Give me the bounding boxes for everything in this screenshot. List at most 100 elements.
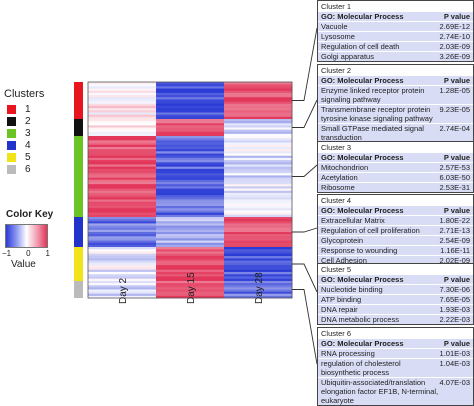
go-pvalue: 1.16E-11: [440, 246, 470, 255]
heatmap-cell: [88, 153, 157, 157]
legend-item-5: 5: [7, 152, 31, 163]
go-term: Response to wounding: [321, 246, 398, 255]
heatmap-cell: [88, 229, 157, 233]
heatmap-cell: [88, 214, 157, 218]
heatmap-cell: [156, 242, 225, 246]
heatmap-cell: [224, 281, 293, 284]
heatmap-cell: [156, 190, 225, 194]
heatmap-cell: [224, 153, 293, 157]
heatmap-cell: [224, 219, 293, 222]
go-header-term: GO: Molecular Process: [321, 153, 404, 162]
heatmap-cell: [224, 119, 293, 122]
heatmap-cell: [88, 253, 157, 257]
heatmap-cell: [156, 86, 225, 89]
heatmap-cell: [156, 114, 225, 118]
heatmap-cell: [224, 212, 293, 216]
legend-swatch: [7, 128, 16, 138]
heatmap-cell: [156, 197, 225, 200]
color-key-title: Color Key: [6, 209, 54, 220]
heatmap-cell: [88, 114, 157, 118]
heatmap-cell: [88, 258, 157, 261]
go-header-pvalue: P value: [443, 206, 470, 215]
heatmap-cell: [224, 217, 293, 220]
heatmap-cell: [156, 140, 225, 143]
heatmap-cell: [224, 166, 293, 170]
go-term-row: Ubiquitin-associated/translation elongat…: [318, 377, 473, 405]
go-header-pvalue: P value: [443, 275, 470, 284]
heatmap-cell: [88, 149, 157, 152]
heatmap-cell: [156, 129, 225, 133]
heatmap-cell: [88, 127, 157, 131]
heatmap-cell: [88, 232, 157, 235]
heatmap-cell: [88, 188, 157, 192]
connector-line: [292, 289, 318, 365]
heatmap-cell: [156, 164, 225, 168]
go-term-row: RNA processing 1.01E-03: [318, 348, 473, 358]
heatmap-cell: [156, 177, 225, 181]
go-term-row: Cell Adhesion 2.02E-09: [318, 255, 473, 265]
go-term-row: Response to wounding 1.16E-11: [318, 245, 473, 255]
heatmap-cell: [88, 105, 157, 109]
heatmap-cell: [156, 227, 225, 231]
heatmap-cell: [156, 295, 225, 299]
heatmap-cell: [224, 105, 293, 109]
heatmap-cell: [88, 221, 157, 224]
go-term-row: Mitochondrion 2.57E-53: [318, 162, 473, 172]
heatmap-cell: [156, 110, 225, 113]
heatmap-cell: [156, 229, 225, 233]
heatmap-cell: [156, 276, 225, 280]
go-pvalue: 2.69E-12: [439, 22, 470, 31]
heatmap-cell: [88, 238, 157, 241]
legend-swatch: [7, 152, 16, 162]
heatmap-cell: [156, 136, 225, 139]
legend-item-2: 2: [7, 116, 31, 127]
go-term: ATP binding: [321, 295, 362, 304]
heatmap-cell: [224, 278, 293, 282]
go-term: Acetylation: [321, 173, 358, 182]
go-term-row: Acetylation 6.03E-50: [318, 172, 473, 182]
heatmap-cell: [156, 278, 225, 282]
heatmap-cell: [88, 265, 157, 268]
heatmap-cell: [88, 217, 157, 220]
heatmap-cell: [88, 289, 157, 293]
color-key-gradient: [5, 224, 48, 248]
heatmap-cell: [224, 179, 293, 183]
go-pvalue: 1.28E-05: [439, 86, 470, 95]
go-box-title: Cluster 1: [318, 1, 473, 12]
heatmap-cell: [224, 201, 293, 205]
heatmap-frame: [87, 81, 293, 299]
heatmap-cell: [224, 229, 293, 233]
go-term-row: ATP binding 7.65E-05: [318, 294, 473, 304]
heatmap-cell: [88, 144, 157, 148]
heatmap-cell: [224, 221, 293, 224]
heatmap-cell: [88, 227, 157, 231]
heatmap-cell: [88, 171, 157, 174]
heatmap-cell: [88, 133, 157, 137]
go-annotation-box: Cluster 1 GO: Molecular Process P value Vac…: [317, 0, 474, 62]
heatmap-cell: [156, 203, 225, 207]
go-term-row: Golgi apparatus 3.26E-09: [318, 51, 473, 61]
heatmap-cell: [156, 125, 225, 128]
heatmap-cell: [156, 234, 225, 237]
heatmap-cell: [156, 123, 225, 126]
go-header-term: GO: Molecular Process: [321, 12, 404, 21]
heatmap-cell: [88, 99, 157, 102]
heatmap-cell: [224, 199, 293, 203]
heatmap-cell: [224, 197, 293, 200]
go-box-header: GO: Molecular Process P value: [318, 153, 473, 162]
heatmap-cell: [156, 168, 225, 172]
heatmap-cell: [224, 84, 293, 87]
heatmap-cell: [156, 251, 225, 255]
go-header-term: GO: Molecular Process: [321, 206, 404, 215]
heatmap-cell: [156, 133, 225, 137]
heatmap-cell: [224, 110, 293, 113]
heatmap-cell: [156, 287, 225, 290]
heatmap-cell: [224, 142, 293, 146]
heatmap-cell: [88, 90, 157, 94]
go-term-row: Transmembrane receptor protein tyrosine …: [318, 104, 473, 123]
heatmap-cell: [224, 244, 293, 248]
go-pvalue: 4.07E-03: [439, 378, 470, 387]
heatmap-cell: [156, 240, 225, 244]
heatmap-cell: [88, 223, 157, 226]
heatmap-cell: [88, 123, 157, 126]
